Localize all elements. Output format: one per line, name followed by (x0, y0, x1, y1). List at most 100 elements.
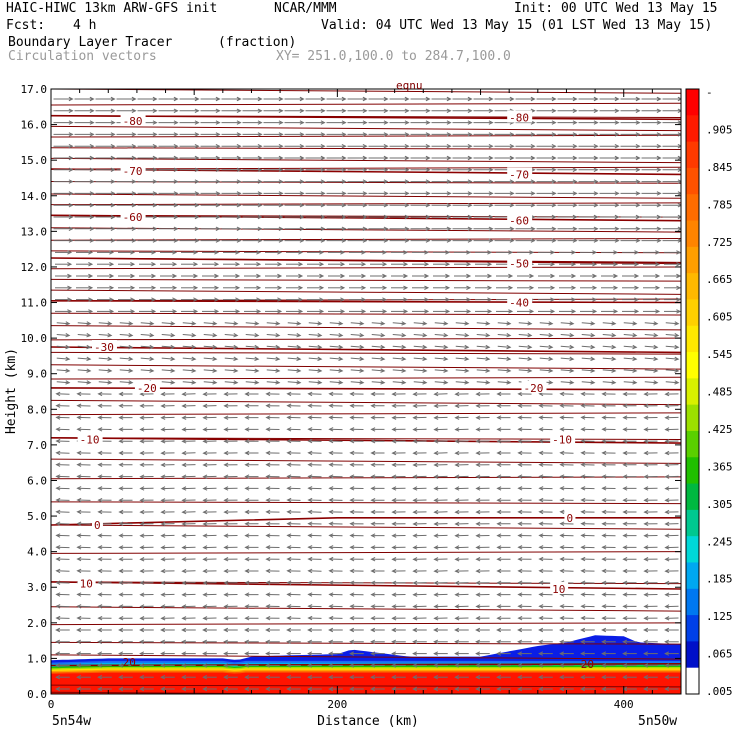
contour-label-3-0: -50 (509, 257, 529, 270)
vector-arrow (620, 179, 641, 184)
vector-arrow (286, 427, 301, 432)
fcst-value: 4 h (73, 18, 97, 33)
vector-arrow (74, 191, 95, 196)
vector-arrow (139, 651, 154, 656)
vector-arrow (391, 391, 406, 397)
isoline-36 (51, 606, 681, 612)
vector-arrow (664, 592, 679, 597)
contour-label-layer: -80 -80-70 -70-60 -60-50-40-30-20 -20-10 -100… (77, 110, 594, 671)
vector-arrow (307, 533, 322, 538)
vector-arrow (97, 545, 112, 550)
vector-arrow (538, 627, 553, 633)
vector-arrow (328, 521, 343, 526)
vector-arrow (349, 675, 364, 680)
vector-arrow (265, 580, 280, 585)
vector-arrow (454, 663, 469, 668)
vector-arrow (641, 214, 662, 220)
y-tick-label: 15.0 (21, 154, 48, 167)
vector-arrow (452, 214, 473, 220)
vector-arrow (599, 179, 620, 184)
vector-arrow (662, 191, 681, 196)
vector-arrow (118, 273, 136, 279)
vector-arrow (202, 474, 217, 479)
colorbar-label: .305 (706, 498, 733, 511)
vector-arrow (452, 144, 473, 149)
vector-arrow (118, 486, 133, 491)
vector-arrow (536, 214, 557, 220)
vector-arrow (265, 273, 283, 279)
colorbar-swatch (686, 430, 699, 458)
vector-arrow (601, 627, 616, 633)
vector-arrow (221, 238, 242, 243)
colorbar-swatch (686, 378, 699, 406)
vector-arrow (433, 533, 448, 538)
vector-arrow (559, 403, 574, 408)
vector-arrow (161, 356, 176, 362)
vector-arrow (391, 639, 406, 644)
vector-arrow (454, 545, 469, 550)
vector-arrow (538, 686, 553, 692)
vector-arrow (496, 639, 511, 644)
vector-arrow (578, 214, 599, 220)
vector-arrow (349, 415, 364, 420)
vector-arrow (158, 108, 179, 113)
vector-arrow (433, 250, 451, 255)
vector-arrow (223, 557, 238, 562)
vector-arrow (643, 557, 658, 562)
vector-arrow (455, 344, 470, 350)
vector-arrow (412, 250, 430, 255)
vector-arrow (452, 179, 473, 184)
vector-arrow (139, 521, 154, 527)
vector-arrow (665, 333, 680, 338)
vector-arrow (599, 203, 620, 208)
vector-arrow (347, 191, 368, 196)
vector-arrow (664, 498, 679, 503)
vector-arrow (454, 686, 469, 692)
vector-arrow (601, 297, 619, 302)
vector-arrow (455, 380, 470, 385)
vector-arrow (602, 356, 617, 362)
vector-arrow (179, 155, 200, 161)
vector-arrow (326, 238, 347, 243)
vector-arrow (412, 498, 427, 503)
vector-arrow (160, 604, 175, 609)
vector-arrow (559, 686, 574, 692)
vector-arrow (158, 214, 179, 220)
vector-arrow (244, 592, 259, 597)
vector-arrow (158, 238, 179, 243)
vector-arrow (620, 108, 641, 113)
vector-arrow (307, 675, 322, 680)
vector-arrow (118, 297, 136, 302)
vector-arrow (496, 580, 511, 585)
vector-arrow (223, 262, 241, 267)
vector-arrow (158, 132, 179, 137)
contour-label-8-1: 0 (566, 512, 573, 525)
vector-arrow (181, 462, 196, 468)
vector-arrow (434, 380, 449, 385)
contour-label-bg (507, 295, 533, 308)
vector-arrow (53, 226, 74, 231)
vector-arrow (97, 568, 112, 574)
vector-arrow (518, 321, 533, 326)
vector-arrow (158, 191, 179, 196)
vector-arrow (244, 403, 259, 408)
vector-arrow (116, 179, 137, 184)
vector-arrow (601, 438, 616, 444)
vector-arrow (601, 285, 619, 290)
vector-arrow (223, 521, 238, 527)
vector-arrow (412, 415, 427, 420)
vector-arrow (412, 391, 427, 397)
vector-arrow (202, 309, 220, 314)
vector-arrow (74, 96, 95, 102)
vector-arrow (160, 663, 175, 668)
vector-arrow (244, 462, 259, 467)
vector-arrow (578, 191, 599, 196)
vector-arrow (95, 191, 116, 196)
vector-arrow (578, 144, 599, 149)
vector-arrow (664, 474, 679, 479)
vector-arrow (160, 521, 175, 527)
vector-arrow (454, 592, 469, 597)
vector-arrow (580, 403, 595, 408)
vector-arrow (139, 403, 154, 409)
vector-arrow (179, 167, 200, 172)
